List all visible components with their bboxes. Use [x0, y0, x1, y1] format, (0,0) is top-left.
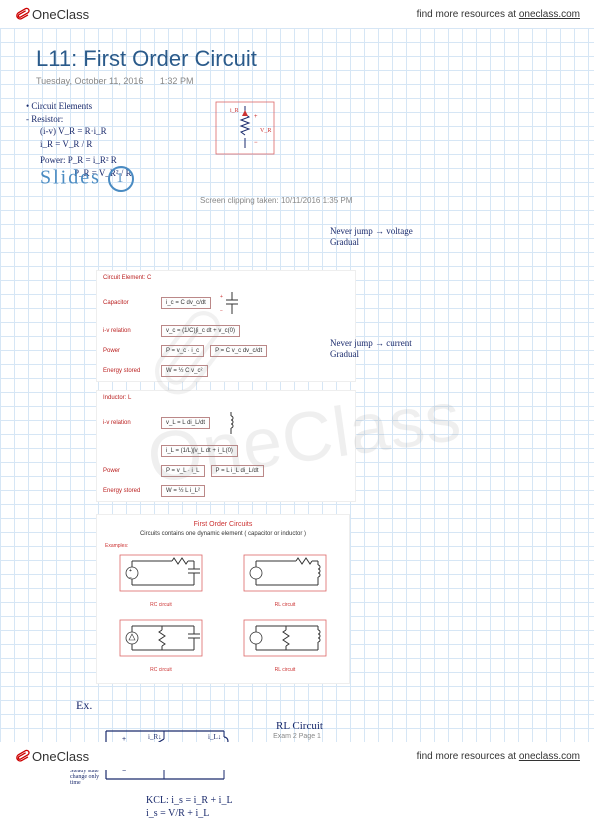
- note-power-label: Power:: [40, 155, 66, 165]
- svg-text:+: +: [220, 294, 223, 300]
- find-more-link[interactable]: oneclass.com: [519, 9, 580, 20]
- foc-cell-3: RL circuit: [229, 616, 341, 673]
- page-subtitle: Tuesday, October 11, 2016 1:32 PM: [36, 76, 558, 86]
- cap-header: Circuit Element: C: [103, 275, 155, 281]
- foc-title: First Order Circuits: [105, 521, 341, 528]
- note-iv: (i-v) V_R = R·i_R: [40, 125, 558, 138]
- svg-text:V_R: V_R: [260, 128, 271, 134]
- foc-cap-0: RC circuit: [105, 602, 217, 608]
- svg-text:+: +: [129, 568, 132, 574]
- find-more-link-bottom[interactable]: oneclass.com: [519, 751, 580, 762]
- page-footer-label: Exam 2 Page 1: [0, 733, 594, 740]
- svg-text:i_R: i_R: [230, 108, 239, 114]
- annot-voltage: Never jump → voltage Gradual: [330, 226, 440, 248]
- svg-text:+: +: [254, 114, 258, 120]
- ind-r2-a: P = v_L · i_L: [161, 465, 205, 477]
- page-title: L11: First Order Circuit: [36, 46, 558, 72]
- first-order-slide: First Order Circuits Circuits contains o…: [96, 514, 350, 684]
- capacitor-slide: Circuit Element: C Capacitor i_c = C dv_…: [96, 270, 356, 382]
- rl-circuit-1-icon: [240, 551, 330, 595]
- foc-examples-label: Examples:: [105, 543, 341, 549]
- ind-r3-lbl: Energy stored: [103, 488, 155, 494]
- ind-r3-box: W = ½ L i_L²: [161, 485, 205, 497]
- rl-circuit-label: RL Circuit: [276, 720, 323, 732]
- cap-r3-box: W = ½ C v_c²: [161, 365, 208, 377]
- paperclip-icon: [12, 746, 32, 766]
- brand-text: OneClass: [32, 7, 89, 22]
- cap-r2-lbl: Power: [103, 348, 155, 354]
- footer-bar: OneClass find more resources at oneclass…: [0, 742, 594, 770]
- ind-r1-box: i_L = (1/L)∫v_L dt + i_L(0): [161, 445, 238, 457]
- cap-r1-box: v_c = (1/C)∫i_c dt + v_c(0): [161, 325, 240, 337]
- foc-cap-3: RL circuit: [229, 667, 341, 673]
- cap-r2-a: P = v_c · i_c: [161, 345, 204, 357]
- ind-r2-b: P = L i_L di_L/dt: [211, 465, 264, 477]
- rc-circuit-2-icon: [116, 616, 206, 660]
- note-resistor: - Resistor:: [26, 113, 558, 126]
- cap-symbol: +−: [217, 289, 247, 317]
- foc-sub: Circuits contains one dynamic element ( …: [105, 531, 341, 537]
- note-steady-state: Steady state change only time: [70, 768, 110, 786]
- rc-circuit-1-icon: +−: [116, 551, 206, 595]
- resistor-schematic: i_R + − V_R: [210, 98, 280, 158]
- slide-annotation: Slides 1: [40, 166, 134, 192]
- rl-circuit-2-icon: [240, 616, 330, 660]
- ind-r0-lbl: i-v relation: [103, 420, 155, 426]
- annot-current: Never jump → current Gradual: [330, 338, 440, 360]
- slide-annot-text: Slides: [40, 167, 101, 189]
- foc-cap-2: RC circuit: [105, 667, 217, 673]
- cap-r1-lbl: i-v relation: [103, 328, 155, 334]
- page-date: Tuesday, October 11, 2016: [36, 76, 143, 86]
- example-label: Ex.: [76, 698, 558, 713]
- note-ir: i_R = V_R / R: [40, 138, 558, 151]
- find-more-prefix: find more resources at: [417, 9, 519, 20]
- cap-r2-b: P = C v_c dv_c/dt: [210, 345, 267, 357]
- kcl-equations: KCL: i_s = i_R + i_L i_s = V/R + i_L: [146, 794, 233, 820]
- find-more-prefix-bottom: find more resources at: [417, 751, 519, 762]
- note-power2: P_R = V_R² / R: [74, 167, 558, 180]
- ind-r2-lbl: Power: [103, 468, 155, 474]
- foc-cell-0: +− RC circuit: [105, 551, 217, 608]
- foc-cell-2: RC circuit: [105, 616, 217, 673]
- find-more-top: find more resources at oneclass.com: [417, 9, 580, 20]
- ind-header: Inductor: L: [103, 395, 155, 401]
- brand-text-footer: OneClass: [32, 749, 89, 764]
- header-bar: OneClass find more resources at oneclass…: [0, 0, 594, 28]
- cap-r0-lbl: Capacitor: [103, 300, 155, 306]
- foc-cell-1: RL circuit: [229, 551, 341, 608]
- svg-text:−: −: [254, 140, 258, 146]
- page-content: L11: First Order Circuit Tuesday, Octobe…: [0, 28, 594, 742]
- ind-symbol: [216, 409, 246, 437]
- foc-cap-1: RL circuit: [229, 602, 341, 608]
- brand-logo: OneClass: [14, 6, 89, 22]
- cap-r0-box: i_c = C dv_c/dt: [161, 297, 211, 309]
- clip-caption: Screen clipping taken: 10/11/2016 1:35 P…: [200, 196, 352, 205]
- cap-r3-lbl: Energy stored: [103, 368, 155, 374]
- svg-text:−: −: [220, 308, 223, 314]
- note-power1: P_R = i_R² R: [68, 155, 117, 165]
- note-circuit-elements: Circuit Elements: [31, 101, 92, 111]
- find-more-bottom: find more resources at oneclass.com: [417, 751, 580, 762]
- brand-logo-footer: OneClass: [14, 748, 89, 764]
- kcl-line1: KCL: i_s = i_R + i_L: [146, 794, 233, 807]
- page-time: 1:32 PM: [160, 76, 194, 86]
- ind-r0-box: v_L = L di_L/dt: [161, 417, 210, 429]
- slide-annot-circle: 1: [108, 166, 134, 192]
- kcl-line2: i_s = V/R + i_L: [146, 807, 233, 820]
- inductor-slide: Inductor: L i-v relation v_L = L di_L/dt…: [96, 390, 356, 502]
- paperclip-icon: [12, 4, 32, 24]
